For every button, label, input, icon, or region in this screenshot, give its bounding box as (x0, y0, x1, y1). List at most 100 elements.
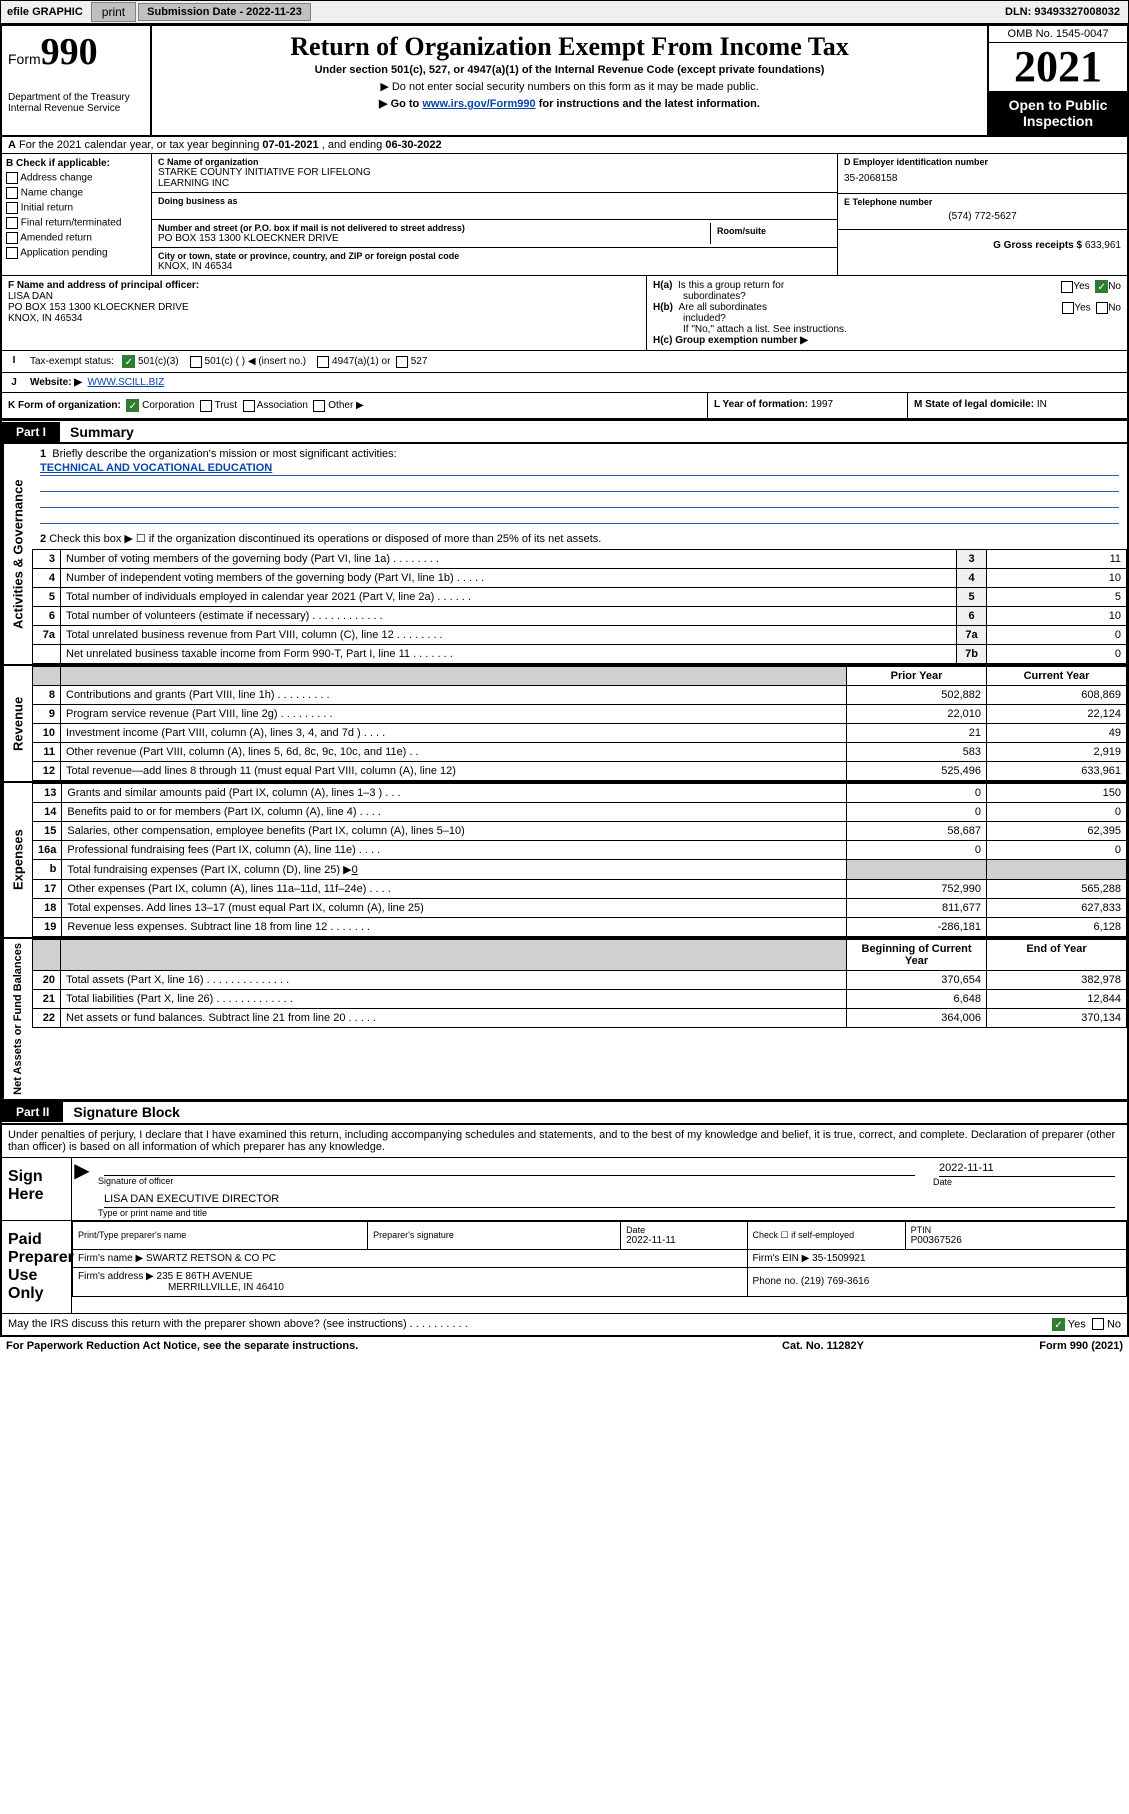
goto-note: ▶ Go to www.irs.gov/Form990 for instruct… (158, 97, 981, 110)
print-button[interactable]: print (91, 2, 136, 22)
mission-text[interactable]: TECHNICAL AND VOCATIONAL EDUCATION (40, 462, 272, 474)
firm-name: SWARTZ RETSON & CO PC (146, 1253, 276, 1264)
form-header: Form990 Department of the Treasury Inter… (2, 26, 1127, 137)
checkbox-hb-yes[interactable] (1062, 302, 1074, 314)
officer-name: LISA DAN EXECUTIVE DIRECTOR (104, 1191, 1115, 1208)
table-row: 13Grants and similar amounts paid (Part … (33, 784, 1127, 803)
table-row: 22Net assets or fund balances. Subtract … (33, 1009, 1127, 1028)
signature-label: Signature of officer (98, 1176, 921, 1186)
checkbox-final-return[interactable] (6, 217, 18, 229)
col-begin-year: Beginning of Current Year (847, 940, 987, 971)
form-subtitle: Under section 501(c), 527, or 4947(a)(1)… (158, 64, 981, 76)
checkbox-501c3[interactable]: ✓ (122, 355, 135, 368)
net-assets-table: Beginning of Current Year End of Year 20… (32, 939, 1127, 1028)
sign-here-row: Sign Here ▶ Signature of officer 2022-11… (2, 1157, 1127, 1220)
phone-cell: E Telephone number (574) 772-5627 (838, 194, 1127, 230)
checkbox-hb-no[interactable] (1096, 302, 1108, 314)
revenue-table: Prior Year Current Year 8Contributions a… (32, 666, 1127, 781)
table-row: 3Number of voting members of the governi… (33, 550, 1127, 569)
checkbox-initial-return[interactable] (6, 202, 18, 214)
sidebar-activities-governance: Activities & Governance (2, 444, 32, 664)
table-row: 16aProfessional fundraising fees (Part I… (33, 841, 1127, 860)
table-row: 12Total revenue—add lines 8 through 11 (… (33, 762, 1127, 781)
org-info-column: C Name of organization STARKE COUNTY INI… (152, 154, 837, 275)
table-row: 6Total number of volunteers (estimate if… (33, 607, 1127, 626)
table-row: 7aTotal unrelated business revenue from … (33, 626, 1127, 645)
expenses-table: 13Grants and similar amounts paid (Part … (32, 783, 1127, 937)
section-f-h: F Name and address of principal officer:… (2, 276, 1127, 351)
table-row: 14Benefits paid to or for members (Part … (33, 803, 1127, 822)
dln-box: DLN: 93493327008032 (997, 6, 1128, 18)
checkbox-name-change[interactable] (6, 187, 18, 199)
checkbox-app-pending[interactable] (6, 247, 18, 259)
governance-table: 3Number of voting members of the governi… (32, 549, 1127, 664)
website-link[interactable]: WWW.SCILL.BIZ (88, 377, 165, 388)
irs-link[interactable]: www.irs.gov/Form990 (422, 98, 535, 110)
checkbox-other[interactable] (313, 400, 325, 412)
omb-number: OMB No. 1545-0047 (989, 26, 1127, 43)
efile-label: efile GRAPHIC (1, 6, 89, 18)
col-end-year: End of Year (987, 940, 1127, 971)
form-ref: Form 990 (2021) (923, 1340, 1123, 1352)
checkbox-ha-no[interactable]: ✓ (1095, 280, 1108, 293)
checkbox-column-b: B Check if applicable: Address change Na… (2, 154, 152, 275)
part-ii-tab: Part II (2, 1102, 63, 1122)
d-e-g-column: D Employer identification number 35-2068… (837, 154, 1127, 275)
part-i-title: Summary (60, 424, 134, 440)
checkbox-discuss-yes[interactable]: ✓ (1052, 1318, 1065, 1331)
signature-date: 2022-11-11 (939, 1160, 1115, 1177)
table-row: 10Investment income (Part VIII, column (… (33, 724, 1127, 743)
perjury-declaration: Under penalties of perjury, I declare th… (2, 1125, 1127, 1157)
col-prior-year: Prior Year (847, 667, 987, 686)
table-row: 5Total number of individuals employed in… (33, 588, 1127, 607)
table-row: 17Other expenses (Part IX, column (A), l… (33, 880, 1127, 899)
mission-block: 1 Briefly describe the organization's mi… (32, 444, 1127, 549)
checkbox-ha-yes[interactable] (1061, 281, 1073, 293)
table-row: 19Revenue less expenses. Subtract line 1… (33, 918, 1127, 937)
form-990-body: Form990 Department of the Treasury Inter… (0, 24, 1129, 1337)
principal-officer: F Name and address of principal officer:… (2, 276, 647, 350)
checkbox-discuss-no[interactable] (1092, 1318, 1104, 1330)
part-ii-title: Signature Block (63, 1104, 180, 1120)
checkbox-trust[interactable] (200, 400, 212, 412)
paid-preparer-row: Paid Preparer Use Only Print/Type prepar… (2, 1220, 1127, 1313)
tax-year: 2021 (989, 43, 1127, 91)
signature-block: Under penalties of perjury, I declare th… (2, 1125, 1127, 1335)
checkbox-4947[interactable] (317, 356, 329, 368)
open-inspection: Open to Public Inspection (989, 91, 1127, 135)
submission-date-box: Submission Date - 2022-11-23 (138, 3, 311, 21)
checkbox-address-change[interactable] (6, 172, 18, 184)
table-row: Net unrelated business taxable income fr… (33, 645, 1127, 664)
checkbox-association[interactable] (243, 400, 255, 412)
table-row: 20Total assets (Part X, line 16) . . . .… (33, 971, 1127, 990)
checkbox-amended[interactable] (6, 232, 18, 244)
form-number: 990 (41, 31, 98, 73)
header-left: Form990 Department of the Treasury Inter… (2, 26, 152, 135)
paid-preparer-label: Paid Preparer Use Only (2, 1221, 72, 1313)
row-i-tax-status: I Tax-exempt status: ✓ 501(c)(3) 501(c) … (2, 351, 1127, 373)
table-row: 8Contributions and grants (Part VIII, li… (33, 686, 1127, 705)
activities-governance-section: Activities & Governance 1 Briefly descri… (2, 444, 1127, 664)
form-word: Form (8, 51, 41, 67)
table-row: 11Other revenue (Part VIII, column (A), … (33, 743, 1127, 762)
checkbox-corporation[interactable]: ✓ (126, 399, 139, 412)
h-group-return: H(a) Is this a group return for Yes ✓No … (647, 276, 1127, 350)
row-k-l-m: K Form of organization: ✓ Corporation Tr… (2, 393, 1127, 420)
table-row: 21Total liabilities (Part X, line 26) . … (33, 990, 1127, 1009)
sidebar-expenses: Expenses (2, 783, 32, 937)
ein-cell: D Employer identification number 35-2068… (838, 154, 1127, 194)
header-right: OMB No. 1545-0047 2021 Open to Public In… (987, 26, 1127, 135)
section-b-g: B Check if applicable: Address change Na… (2, 154, 1127, 276)
row-a-tax-year: A For the 2021 calendar year, or tax yea… (2, 137, 1127, 154)
checkbox-501c[interactable] (190, 356, 202, 368)
city-cell: City or town, state or province, country… (152, 248, 837, 275)
top-toolbar: efile GRAPHIC print Submission Date - 20… (0, 0, 1129, 24)
col-current-year: Current Year (987, 667, 1127, 686)
address-cell: Number and street (or P.O. box if mail i… (152, 220, 837, 248)
sign-here-label: Sign Here (2, 1158, 72, 1220)
org-name-cell: C Name of organization STARKE COUNTY INI… (152, 154, 837, 193)
checkbox-527[interactable] (396, 356, 408, 368)
part-i-header: Part I Summary (2, 420, 1127, 444)
table-row: 18Total expenses. Add lines 13–17 (must … (33, 899, 1127, 918)
table-row: 4Number of independent voting members of… (33, 569, 1127, 588)
